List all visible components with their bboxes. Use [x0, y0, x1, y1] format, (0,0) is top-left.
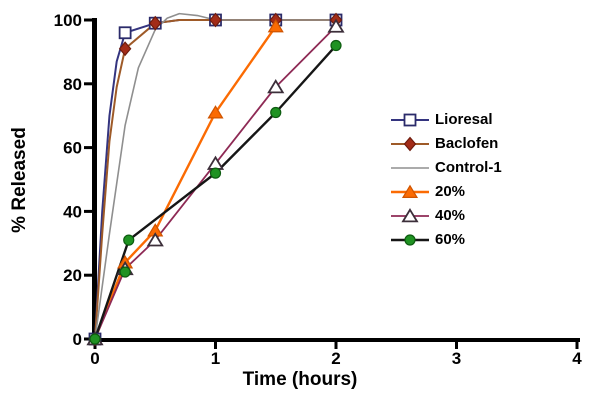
open-square-marker — [403, 113, 417, 127]
open-triangle-marker — [146, 232, 164, 247]
legend-symbol-filled-diamond-icon — [390, 135, 430, 153]
legend-label: 40% — [435, 207, 466, 224]
legend-item-60pct: 60% — [390, 228, 502, 252]
x-tick-label: 1 — [211, 349, 220, 368]
filled-circle-marker — [209, 167, 222, 179]
legend-item-40pct: 40% — [390, 204, 502, 228]
open-triangle-marker — [401, 208, 419, 223]
series-line-40 — [94, 25, 337, 340]
legend-item-baclofen: Baclofen — [390, 132, 502, 156]
x-tick-label: 2 — [331, 349, 340, 368]
open-triangle-marker — [267, 79, 285, 94]
open-triangle-marker — [327, 18, 345, 33]
legend-symbol-filled-circle-icon — [390, 231, 430, 249]
series-line-60 — [93, 44, 338, 341]
legend-symbol-svg — [391, 167, 429, 169]
legend-symbol-filled-triangle-icon — [390, 183, 430, 201]
y-tick-label: 40 — [63, 202, 82, 221]
filled-triangle-marker — [401, 184, 419, 198]
legend-label: 20% — [435, 183, 466, 200]
open-triangle-marker — [206, 155, 225, 170]
filled-diamond-marker — [118, 41, 132, 57]
legend-symbol-svg — [391, 113, 429, 127]
y-tick-label: 80 — [63, 75, 82, 94]
legend-label: Baclofen — [435, 135, 499, 152]
filled-triangle-marker — [267, 19, 284, 33]
legend-symbol-open-triangle-icon — [390, 207, 430, 225]
y-tick-label: 60 — [63, 139, 82, 158]
filled-circle-marker — [89, 333, 101, 345]
legend-label: Lioresal — [435, 111, 493, 128]
x-tick-label: 3 — [452, 349, 461, 368]
filled-circle-marker — [119, 266, 131, 278]
legend-label: Control-1 — [435, 159, 502, 176]
filled-circle-marker — [270, 106, 282, 119]
filled-diamond-marker — [209, 12, 222, 28]
x-tick-label: 0 — [90, 349, 99, 368]
legend-symbol-svg — [391, 234, 429, 246]
x-axis-title: Time (hours) — [242, 369, 358, 390]
legend-symbol-open-square-icon — [390, 111, 430, 129]
filled-diamond-marker — [148, 15, 162, 31]
y-tick-label: 20 — [63, 266, 82, 285]
legend-item-lioresal: Lioresal — [390, 108, 502, 132]
x-tick-label: 4 — [572, 349, 582, 368]
legend-item-20pct: 20% — [390, 180, 502, 204]
filled-circle-marker — [123, 234, 135, 246]
open-square-marker — [118, 26, 132, 40]
legend-symbol-plain-line-icon — [390, 159, 430, 177]
series-line-20 — [93, 25, 277, 341]
legend: Lioresal Baclofen Control-1 20% 40% 60% — [390, 108, 502, 252]
filled-triangle-marker — [207, 105, 224, 119]
legend-symbol-svg — [391, 136, 429, 152]
y-tick-label: 0 — [73, 330, 82, 349]
legend-symbol-svg — [391, 208, 429, 223]
legend-symbol-svg — [391, 184, 429, 198]
y-tick-label: 100 — [54, 11, 82, 30]
filled-circle-marker — [404, 234, 416, 246]
legend-label: 60% — [435, 231, 466, 248]
y-axis-title: % Released — [9, 127, 30, 233]
legend-item-control-1: Control-1 — [390, 156, 502, 180]
series-line-baclofen — [94, 19, 337, 340]
filled-diamond-marker — [403, 136, 417, 152]
series-line-control1 — [94, 12, 337, 340]
filled-circle-marker — [330, 39, 342, 52]
series-line-lioresal — [94, 19, 337, 340]
